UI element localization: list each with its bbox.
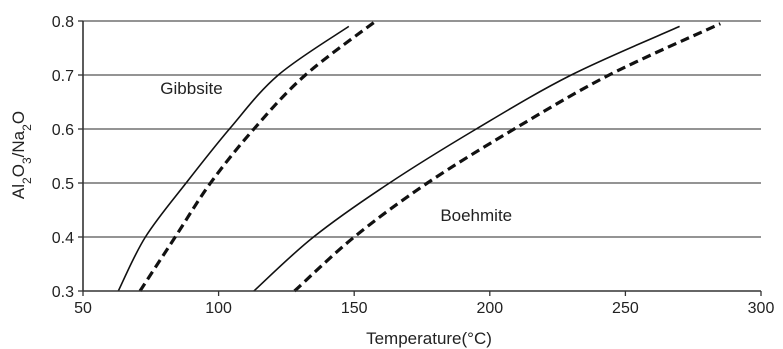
x-tick-label: 200 xyxy=(476,300,503,317)
axes xyxy=(78,20,762,296)
series-line-3-solid xyxy=(253,25,680,292)
y-axis-title: Al2O3/Na2O xyxy=(9,111,34,199)
series-line-4-dashed xyxy=(293,22,721,293)
y-tick-label: 0.8 xyxy=(52,14,74,31)
y-tick-label: 0.6 xyxy=(52,122,74,139)
y-tick-label: 0.4 xyxy=(52,230,74,247)
x-tick-label: 250 xyxy=(612,300,639,317)
tick-labels: 50 100 150 200 250 300 0.3 0.4 0.5 0.6 0.7 0.8 xyxy=(52,14,775,317)
series-line-2-dashed xyxy=(138,19,377,292)
series-lines xyxy=(117,19,721,293)
gridlines xyxy=(83,20,761,238)
series-line-1-solid xyxy=(117,25,350,292)
x-axis-title: Temperature(°C) xyxy=(366,329,492,348)
x-tick-label: 300 xyxy=(748,300,775,317)
y-tick-label: 0.3 xyxy=(52,284,74,301)
x-tick-label: 100 xyxy=(205,300,232,317)
annotation-gibbsite: Gibbsite xyxy=(160,79,222,98)
y-tick-label: 0.7 xyxy=(52,68,74,85)
x-tick-label: 150 xyxy=(341,300,368,317)
annotations: Gibbsite Boehmite xyxy=(160,79,512,225)
annotation-boehmite: Boehmite xyxy=(440,206,512,225)
x-tick-label: 50 xyxy=(74,300,92,317)
y-tick-label: 0.5 xyxy=(52,176,74,193)
